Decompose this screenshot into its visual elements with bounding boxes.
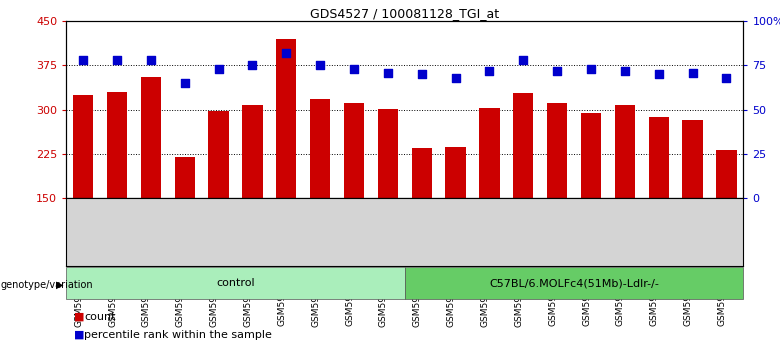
- Point: [212, 66, 225, 72]
- Point: [179, 80, 191, 86]
- Point: [483, 68, 496, 74]
- Point: [652, 72, 665, 77]
- Text: control: control: [216, 278, 255, 288]
- Point: [314, 63, 326, 68]
- Text: ■: ■: [74, 330, 84, 339]
- Bar: [615, 105, 635, 198]
- Text: ▶: ▶: [56, 280, 64, 290]
- Point: [77, 57, 90, 63]
- Bar: [405, 267, 743, 299]
- Bar: [547, 103, 567, 198]
- Point: [280, 50, 292, 56]
- Bar: [378, 109, 398, 198]
- Point: [619, 68, 631, 74]
- Point: [381, 70, 394, 75]
- Bar: [513, 93, 534, 198]
- Bar: [140, 77, 161, 198]
- Text: count: count: [84, 312, 115, 322]
- Bar: [175, 157, 195, 198]
- Bar: [412, 148, 432, 198]
- Text: percentile rank within the sample: percentile rank within the sample: [84, 330, 272, 339]
- Point: [720, 75, 732, 81]
- Bar: [107, 92, 127, 198]
- Bar: [276, 39, 296, 198]
- Point: [585, 66, 597, 72]
- Text: ■: ■: [74, 312, 84, 322]
- Bar: [208, 111, 229, 198]
- Bar: [243, 105, 263, 198]
- Point: [145, 57, 158, 63]
- Point: [551, 68, 563, 74]
- Title: GDS4527 / 100081128_TGI_at: GDS4527 / 100081128_TGI_at: [310, 7, 499, 20]
- Bar: [66, 267, 405, 299]
- Bar: [73, 95, 94, 198]
- Text: C57BL/6.MOLFc4(51Mb)-Ldlr-/-: C57BL/6.MOLFc4(51Mb)-Ldlr-/-: [489, 278, 659, 288]
- Bar: [310, 99, 331, 198]
- Bar: [648, 117, 669, 198]
- Point: [111, 57, 123, 63]
- Point: [449, 75, 462, 81]
- Point: [517, 57, 530, 63]
- Point: [686, 70, 699, 75]
- Bar: [716, 150, 736, 198]
- Point: [246, 63, 259, 68]
- Bar: [581, 113, 601, 198]
- Point: [348, 66, 360, 72]
- Point: [416, 72, 428, 77]
- Bar: [445, 147, 466, 198]
- Bar: [344, 103, 364, 198]
- Text: genotype/variation: genotype/variation: [1, 280, 94, 290]
- Bar: [479, 108, 500, 198]
- Bar: [682, 120, 703, 198]
